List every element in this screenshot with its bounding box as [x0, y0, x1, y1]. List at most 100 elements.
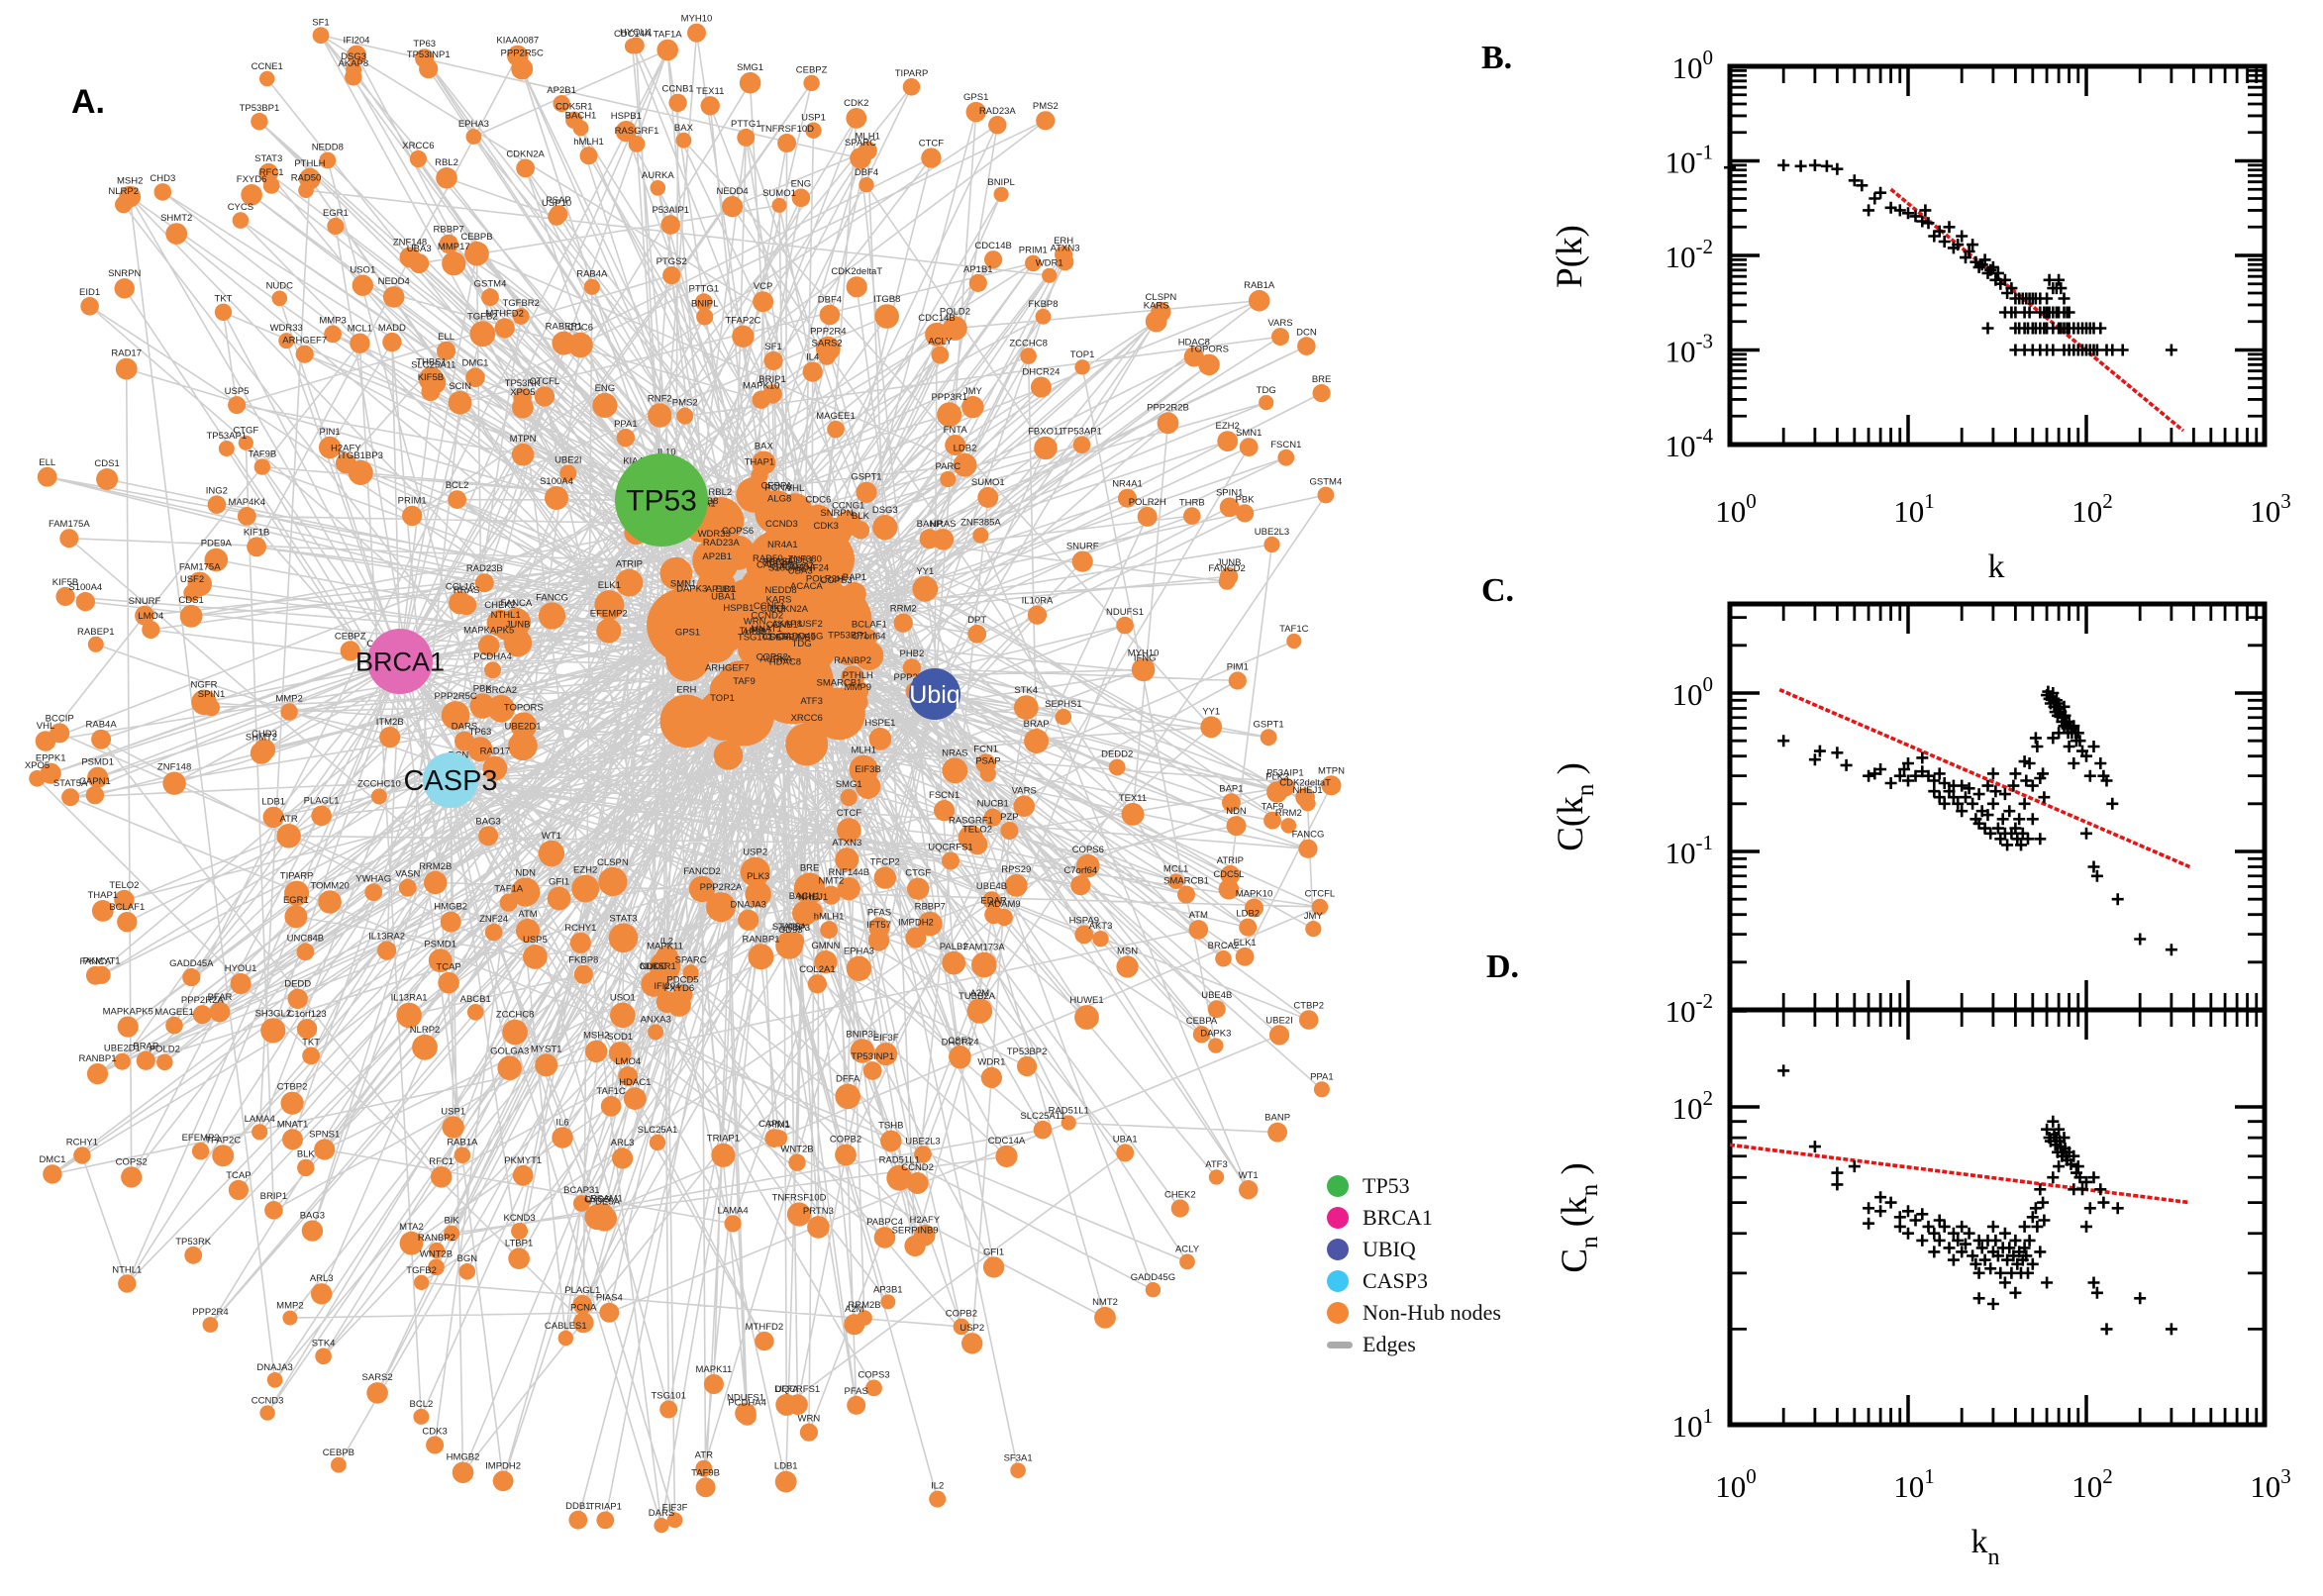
node-label: HSPA9 [1069, 916, 1099, 927]
network-node [1121, 802, 1145, 826]
network-node [612, 1147, 634, 1169]
node-label: THRB [739, 626, 764, 637]
node-label: CCNB1 [661, 84, 693, 95]
node-label: BRE [1312, 374, 1332, 385]
node-label: PLAGL1 [564, 1285, 600, 1296]
network-node [280, 703, 298, 721]
node-label: WDR1 [977, 1057, 1005, 1068]
network-node [942, 950, 966, 975]
network-node [846, 108, 867, 129]
network-node [1208, 1169, 1225, 1185]
network-node [659, 556, 693, 590]
network-node [1280, 818, 1297, 834]
network-node [694, 293, 713, 312]
network-node [1311, 898, 1329, 916]
node-label: TKT [302, 1038, 320, 1048]
network-node [1220, 864, 1241, 885]
node-label: PFAS [845, 1386, 868, 1397]
node-label: ENG [595, 383, 616, 394]
network-node [983, 808, 1002, 827]
network-node [862, 1061, 882, 1080]
node-label: ARL3 [310, 1273, 334, 1284]
network-node [1215, 949, 1232, 967]
node-label: TAF9B [248, 449, 276, 459]
network-node [654, 1518, 669, 1534]
node-label: WNT2B [780, 1145, 813, 1155]
hub-node-brca1 [367, 629, 433, 694]
node-label: GFI1 [549, 877, 569, 888]
network-node [510, 712, 538, 740]
node-label: BCLAF1 [852, 620, 887, 631]
network-node [301, 1220, 324, 1242]
network-node [382, 332, 402, 352]
y-tick-label: 10-2 [1666, 235, 1714, 274]
network-node [553, 95, 570, 113]
node-label: KARS [1144, 301, 1169, 312]
node-label: MMP9 [845, 682, 871, 693]
node-label: BLK [297, 1149, 316, 1160]
network-node [703, 561, 732, 589]
network-node [925, 322, 949, 347]
network-node [886, 1164, 913, 1191]
node-label: NMT2 [1092, 1297, 1118, 1308]
node-label: COPB2 [946, 1309, 977, 1320]
network-node [495, 619, 517, 641]
node-label: TP53RK [175, 1237, 212, 1247]
network-node [819, 304, 841, 326]
y-axis-title-D: Cn (kn ) [1555, 1162, 1603, 1272]
network-node [785, 723, 829, 766]
y-tick-label: 10-1 [1666, 141, 1714, 180]
hub-node-tp53 [615, 453, 708, 547]
node-label: P53AIP1 [1266, 768, 1304, 779]
network-node [1200, 716, 1223, 739]
node-label: CDK5R1 [556, 102, 593, 113]
node-label: USF2 [798, 619, 822, 630]
y-tick-label: 100 [1672, 46, 1714, 85]
node-label: EPHA3 [458, 119, 489, 130]
node-label: UBE2L3 [905, 1136, 940, 1147]
node-label: TFCP2 [870, 857, 900, 868]
node-label: STK4 [1014, 685, 1038, 696]
node-label: TUBB2A [959, 991, 996, 1002]
network-node [573, 964, 593, 984]
node-label: SLC25A11 [1020, 1111, 1064, 1122]
legend-item-casp3: CASP3 [1327, 1265, 1501, 1297]
network-node [917, 911, 943, 937]
node-label: CDK2 [760, 604, 785, 615]
node-label: ZCCHC8 [1009, 338, 1048, 349]
node-label: TDG [792, 639, 812, 649]
network-node [776, 572, 794, 590]
node-label: PDCD5 [666, 975, 698, 986]
node-label: BCCIP [46, 713, 74, 724]
network-node [507, 45, 529, 67]
node-label: TCAP [226, 1170, 251, 1181]
node-label: POLR2H [806, 573, 844, 584]
node-label: A2M [970, 988, 990, 999]
network-node [770, 666, 800, 695]
network-node [259, 70, 275, 87]
node-label: TGFBR2 [502, 298, 539, 309]
network-node [1298, 1010, 1319, 1030]
node-label: DHCR24 [942, 1038, 979, 1048]
node-label: VASN [395, 869, 420, 880]
network-node [117, 912, 138, 933]
node-label: TP53BP1 [240, 103, 280, 114]
node-label: BNIPL [691, 298, 718, 309]
node-label: SERPINB9 [769, 632, 816, 643]
network-node [648, 403, 672, 428]
network-node [414, 1274, 430, 1290]
node-label: RABEP1 [546, 322, 583, 333]
network-node [805, 122, 822, 139]
node-label: SMN1 [1236, 428, 1262, 439]
network-node [1118, 488, 1137, 508]
node-label: UBE2L3 [1255, 527, 1289, 538]
node-label: DARS [452, 722, 477, 733]
network-node [513, 388, 532, 407]
node-label: DBF4 [855, 167, 878, 178]
node-label: PIN1 [320, 427, 341, 438]
network-node [1074, 925, 1094, 945]
network-node [552, 1127, 573, 1148]
network-node [945, 435, 966, 455]
hub-label-brca1: BRCA1 [355, 647, 445, 676]
node-label: CSF1 [948, 1036, 971, 1047]
